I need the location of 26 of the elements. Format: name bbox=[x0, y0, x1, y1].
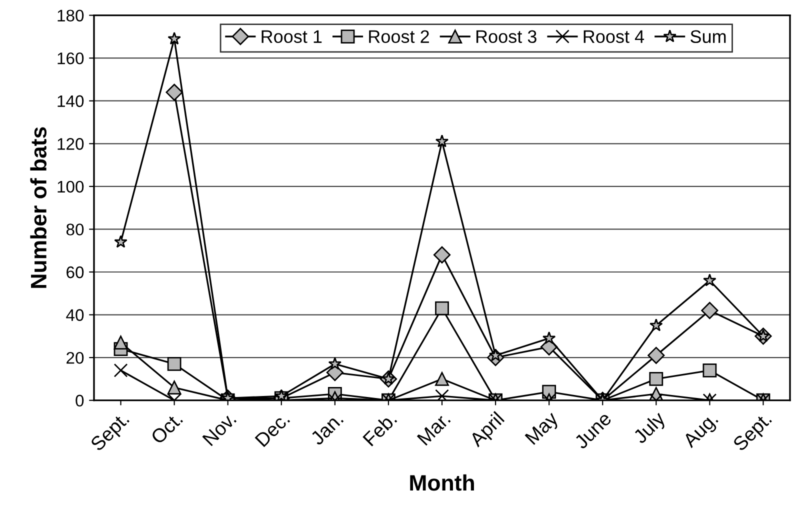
x-tick-label: Feb. bbox=[362, 411, 398, 447]
x-tick-label: Aug. bbox=[682, 412, 722, 452]
x-tick-label: Nov. bbox=[202, 412, 237, 446]
y-tick-label: 180 bbox=[58, 10, 84, 22]
y-tick-label: 80 bbox=[66, 224, 84, 236]
legend-label: Roost 1 bbox=[262, 30, 322, 44]
y-tick-label: 0 bbox=[76, 394, 84, 407]
x-tick-label: July bbox=[632, 410, 669, 448]
x-tick-label: May bbox=[524, 410, 562, 448]
y-tick-label: 60 bbox=[66, 266, 84, 278]
y-tick-label: 160 bbox=[58, 52, 84, 64]
y-tick-label: 100 bbox=[58, 180, 84, 193]
x-tick-label: Mar. bbox=[416, 412, 451, 446]
x-tick-label: Dec. bbox=[254, 412, 290, 448]
y-tick-label: 40 bbox=[66, 309, 84, 321]
legend-label: Roost 3 bbox=[476, 30, 536, 44]
legend-label: Roost 4 bbox=[584, 30, 644, 44]
y-tick-label: 20 bbox=[66, 352, 84, 364]
legend-label: Roost 2 bbox=[369, 30, 429, 44]
x-tick-label: Jan. bbox=[310, 412, 344, 446]
y-tick-label: 140 bbox=[58, 95, 84, 108]
legend-label: Sum bbox=[690, 30, 726, 44]
y-tick-label: 120 bbox=[58, 138, 84, 150]
x-axis-title: Month bbox=[410, 474, 474, 491]
y-axis-title: Number of bats bbox=[30, 127, 47, 288]
x-tick-label: Oct. bbox=[150, 412, 184, 445]
